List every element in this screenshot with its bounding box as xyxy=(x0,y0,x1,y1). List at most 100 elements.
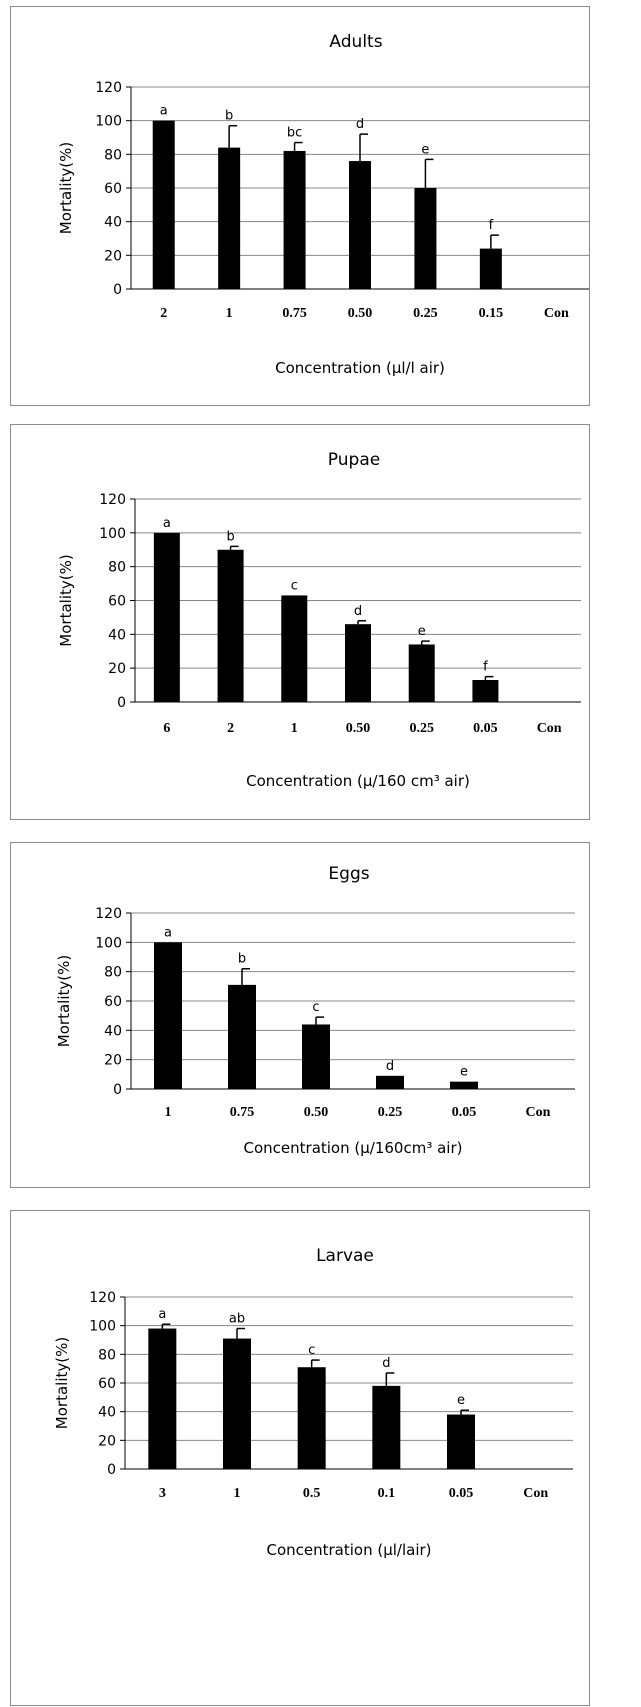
chart-svg-larvae: Larvae 0 20 40 60 80 100 120 Mortality(%) a 3 ab 1 c 0… xyxy=(53,1246,573,1559)
significance-letter: f xyxy=(483,660,488,675)
significance-letter: b xyxy=(238,952,246,967)
significance-letter: a xyxy=(164,925,172,940)
chart-title-pupae: Pupae xyxy=(328,450,380,470)
x-tick-label: 0.1 xyxy=(378,1486,396,1501)
y-tick-label: 40 xyxy=(98,1405,116,1421)
significance-letter: a xyxy=(160,104,168,119)
x-tick-label: 1 xyxy=(291,721,298,736)
bar xyxy=(154,942,182,1089)
bar xyxy=(345,624,371,702)
y-axis-label: Mortality(%) xyxy=(55,955,73,1047)
x-tick-label: Con xyxy=(523,1486,548,1501)
x-tick-label: 0.05 xyxy=(452,1105,477,1120)
x-tick-label: 0.50 xyxy=(346,721,371,736)
significance-letter: b xyxy=(226,529,234,544)
significance-letter: e xyxy=(421,142,429,157)
bar xyxy=(408,644,435,702)
x-tick-label: 0.50 xyxy=(304,1105,329,1120)
bar xyxy=(414,188,437,289)
y-tick-label: 40 xyxy=(104,1023,122,1039)
chart-panel-eggs: Eggs 0 20 40 60 80 100 120 Mortality(%) a 1 b 0.75 c 0… xyxy=(10,842,590,1188)
bar xyxy=(297,1367,326,1469)
chart-panel-larvae: Larvae 0 20 40 60 80 100 120 Mortality(%) a 3 ab 1 c 0… xyxy=(10,1210,590,1706)
x-tick-label: 3 xyxy=(159,1486,166,1501)
y-tick-label: 60 xyxy=(98,1376,116,1392)
x-tick-label: 6 xyxy=(163,721,170,736)
bar xyxy=(283,150,306,289)
y-tick-label: 120 xyxy=(99,492,126,508)
x-tick-label: 2 xyxy=(160,306,167,321)
significance-letter: ab xyxy=(229,1312,245,1327)
x-tick-label: 0.25 xyxy=(378,1105,403,1120)
x-tick-label: 0.75 xyxy=(230,1105,255,1120)
y-tick-label: 20 xyxy=(104,1053,122,1069)
y-tick-label: 0 xyxy=(117,695,126,711)
bar xyxy=(479,248,502,289)
significance-letter: e xyxy=(457,1393,465,1408)
y-tick-label: 100 xyxy=(95,935,122,951)
significance-letter: d xyxy=(356,117,364,132)
y-tick-label: 0 xyxy=(113,1082,122,1098)
chart-panel-pupae: Pupae 0 20 40 60 80 100 120 Mortality(%) a 6 b 2 c 1 d 0… xyxy=(10,424,590,820)
y-tick-label: 40 xyxy=(104,215,122,231)
x-tick-label: Con xyxy=(526,1105,551,1120)
y-tick-label: 100 xyxy=(99,526,126,542)
significance-letter: d xyxy=(386,1059,394,1074)
y-tick-label: 40 xyxy=(108,627,126,643)
x-tick-label: 2 xyxy=(227,721,234,736)
bar xyxy=(349,161,371,289)
bar xyxy=(153,532,180,702)
significance-letter: f xyxy=(489,218,494,233)
bar xyxy=(447,1414,475,1469)
y-tick-label: 120 xyxy=(95,906,122,922)
x-tick-label: Con xyxy=(537,721,562,736)
significance-letter: a xyxy=(158,1307,166,1322)
bar xyxy=(217,549,244,702)
significance-letter: bc xyxy=(287,126,302,141)
y-tick-label: 80 xyxy=(104,965,122,981)
y-tick-label: 80 xyxy=(104,147,122,163)
significance-letter: b xyxy=(225,109,233,124)
significance-letter: c xyxy=(308,1343,315,1358)
chart-svg-adults: Adults 0 20 40 60 80 100 120 Mortality(%) a 2 b 1 bc 0… xyxy=(57,32,589,377)
x-axis-label: Concentration (µl/lair) xyxy=(266,1541,431,1559)
x-axis-label: Concentration (µ/160 cm³ air) xyxy=(246,772,470,790)
x-tick-label: Con xyxy=(544,306,569,321)
significance-letter: d xyxy=(354,604,362,619)
y-tick-label: 60 xyxy=(108,594,126,610)
x-tick-label: 0.25 xyxy=(413,306,438,321)
significance-letter: c xyxy=(312,1000,319,1015)
x-tick-label: 0.05 xyxy=(473,721,498,736)
bar xyxy=(148,1328,177,1469)
bar xyxy=(223,1338,251,1469)
x-tick-label: 0.50 xyxy=(348,306,373,321)
y-tick-label: 120 xyxy=(89,1290,116,1306)
significance-letter: e xyxy=(418,624,426,639)
x-axis-label: Concentration (µl/l air) xyxy=(275,359,445,377)
chart-title-larvae: Larvae xyxy=(316,1246,374,1266)
y-axis-label: Mortality(%) xyxy=(53,1337,71,1429)
x-tick-label: 0.75 xyxy=(282,306,307,321)
y-tick-label: 20 xyxy=(98,1433,116,1449)
y-tick-label: 20 xyxy=(108,661,126,677)
y-tick-label: 0 xyxy=(113,282,122,298)
bar xyxy=(450,1081,478,1089)
significance-letter: e xyxy=(460,1065,468,1080)
bar xyxy=(218,147,241,289)
x-tick-label: 1 xyxy=(234,1486,241,1501)
bar xyxy=(376,1075,404,1089)
y-tick-label: 80 xyxy=(108,560,126,576)
y-tick-label: 80 xyxy=(98,1347,116,1363)
bar xyxy=(152,120,175,290)
y-tick-label: 100 xyxy=(89,1319,116,1335)
x-tick-label: 1 xyxy=(226,306,233,321)
y-tick-label: 60 xyxy=(104,994,122,1010)
y-tick-label: 60 xyxy=(104,181,122,197)
y-tick-label: 120 xyxy=(95,80,122,96)
chart-title-adults: Adults xyxy=(329,32,382,52)
y-axis-label: Mortality(%) xyxy=(57,554,75,646)
chart-svg-eggs: Eggs 0 20 40 60 80 100 120 Mortality(%) a 1 b 0.75 c 0… xyxy=(55,864,575,1157)
y-tick-label: 20 xyxy=(104,248,122,264)
bar xyxy=(228,984,256,1089)
significance-letter: c xyxy=(291,578,298,593)
